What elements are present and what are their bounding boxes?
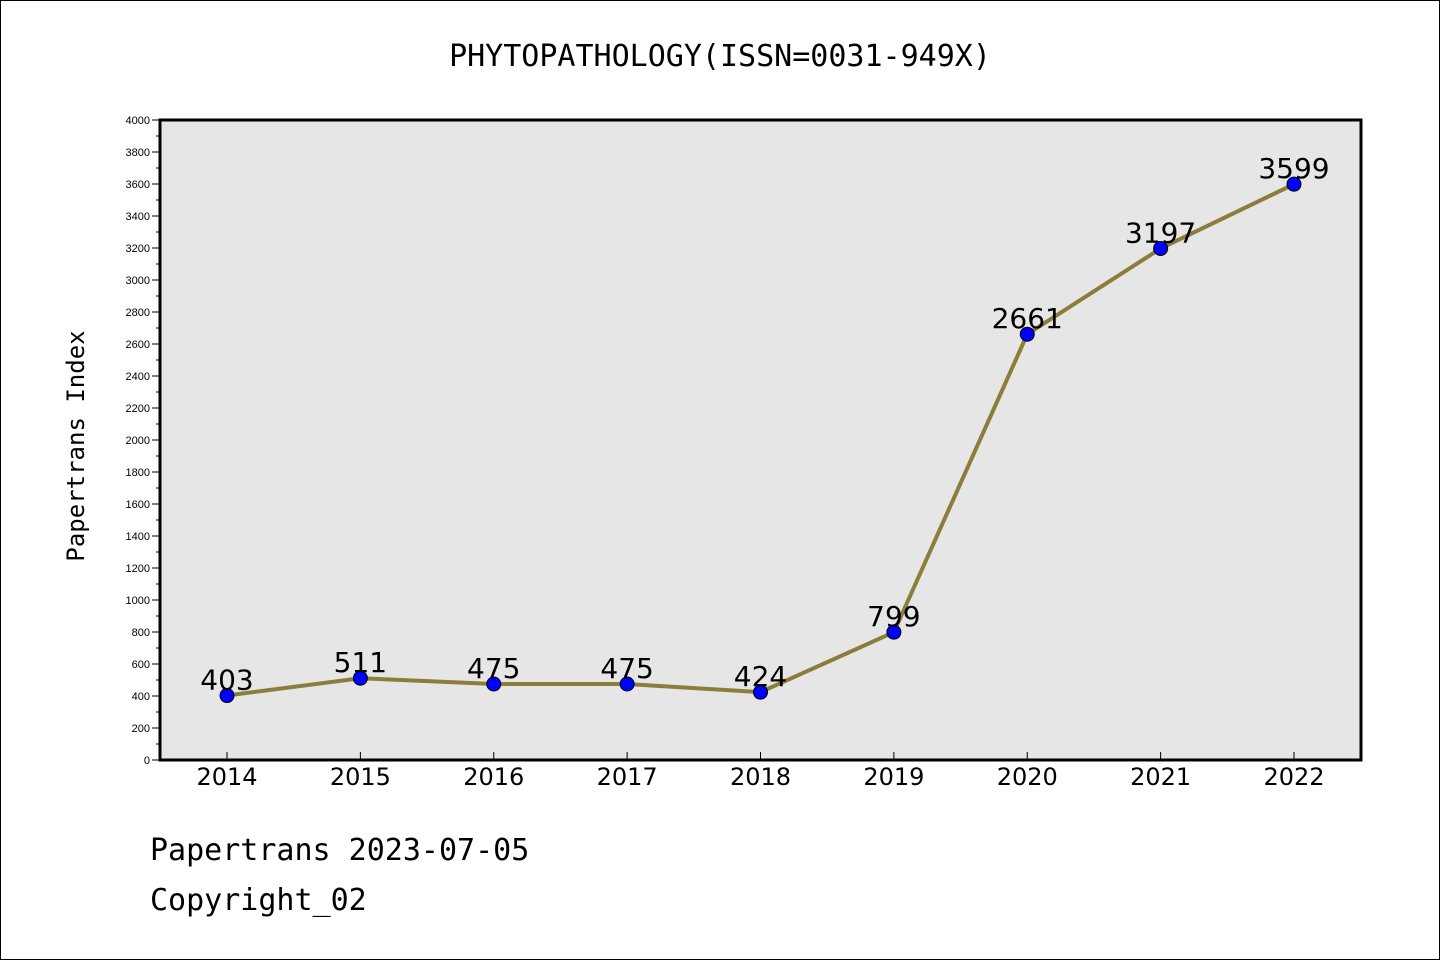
- x-axis: 2014 2015 2016 2017 2018 2019 2020 2021 2022: [196, 752, 1325, 791]
- data-point: [219, 688, 235, 704]
- footer-copyright: Copyright_02: [150, 883, 367, 918]
- data-point: [486, 676, 502, 692]
- y-tick-label: 1400: [126, 531, 150, 543]
- y-tick-label: 3600: [126, 179, 150, 191]
- y-tick-label: 3000: [126, 275, 150, 287]
- y-tick-label: 1600: [126, 499, 150, 511]
- y-tick-label: 2200: [126, 403, 150, 415]
- y-tick-label: 1200: [126, 563, 150, 575]
- y-tick-label: 2800: [126, 307, 150, 319]
- y-tick-label: 400: [132, 691, 150, 703]
- y-tick-label: 800: [132, 627, 150, 639]
- data-point: [886, 624, 902, 640]
- x-tick-label: 2021: [1130, 763, 1191, 791]
- y-tick-label: 3800: [126, 147, 150, 159]
- y-tick-label: 2600: [126, 339, 150, 351]
- data-point: [753, 684, 768, 700]
- data-label: 2661: [992, 302, 1063, 335]
- y-tick-label: 0: [144, 755, 150, 767]
- data-markers: [219, 176, 1302, 704]
- data-label: 424: [734, 660, 787, 693]
- y-tick-label: 200: [132, 723, 150, 735]
- plot-border: [158, 118, 1363, 762]
- data-point: [1153, 240, 1169, 256]
- data-labels: 403 511 475 475 424 799 2661 3197 3599: [200, 152, 1329, 696]
- data-label: 799: [867, 600, 920, 633]
- x-tick-label: 2016: [463, 763, 524, 791]
- data-point: [352, 670, 368, 686]
- x-tick-label: 2019: [863, 763, 924, 791]
- y-tick-label: 3200: [126, 243, 150, 255]
- data-point: [619, 676, 635, 692]
- plot-area: [160, 120, 1361, 760]
- data-label: 403: [200, 664, 253, 697]
- data-point: [1019, 326, 1035, 342]
- y-tick-label: 2400: [126, 371, 150, 383]
- y-tick-label: 2000: [126, 435, 150, 447]
- x-tick-label: 2022: [1263, 763, 1324, 791]
- x-tick-label: 2015: [330, 763, 391, 791]
- x-tick-label: 2018: [730, 763, 791, 791]
- y-tick-label: 4000: [126, 115, 150, 127]
- y-axis-label: Papertrans Index: [62, 330, 90, 561]
- data-label: 511: [334, 646, 387, 679]
- y-axis: 0 200 400 600 800 1000 1200 1400 1600 1800 2000 220…: [126, 115, 160, 767]
- y-tick-label: 3400: [126, 211, 150, 223]
- data-label: 3197: [1125, 216, 1196, 249]
- footer-date: Papertrans 2023-07-05: [150, 833, 530, 868]
- data-label: 475: [600, 652, 653, 685]
- y-tick-label: 600: [132, 659, 150, 671]
- y-tick-label: 1800: [126, 467, 150, 479]
- chart-title: PHYTOPATHOLOGY(ISSN=0031-949X): [449, 39, 991, 74]
- x-tick-label: 2014: [196, 763, 257, 791]
- data-label: 475: [467, 652, 520, 685]
- x-tick-label: 2017: [597, 763, 658, 791]
- data-label: 3599: [1258, 152, 1329, 185]
- x-tick-label: 2020: [997, 763, 1058, 791]
- data-point: [1286, 176, 1302, 192]
- y-tick-label: 1000: [126, 595, 150, 607]
